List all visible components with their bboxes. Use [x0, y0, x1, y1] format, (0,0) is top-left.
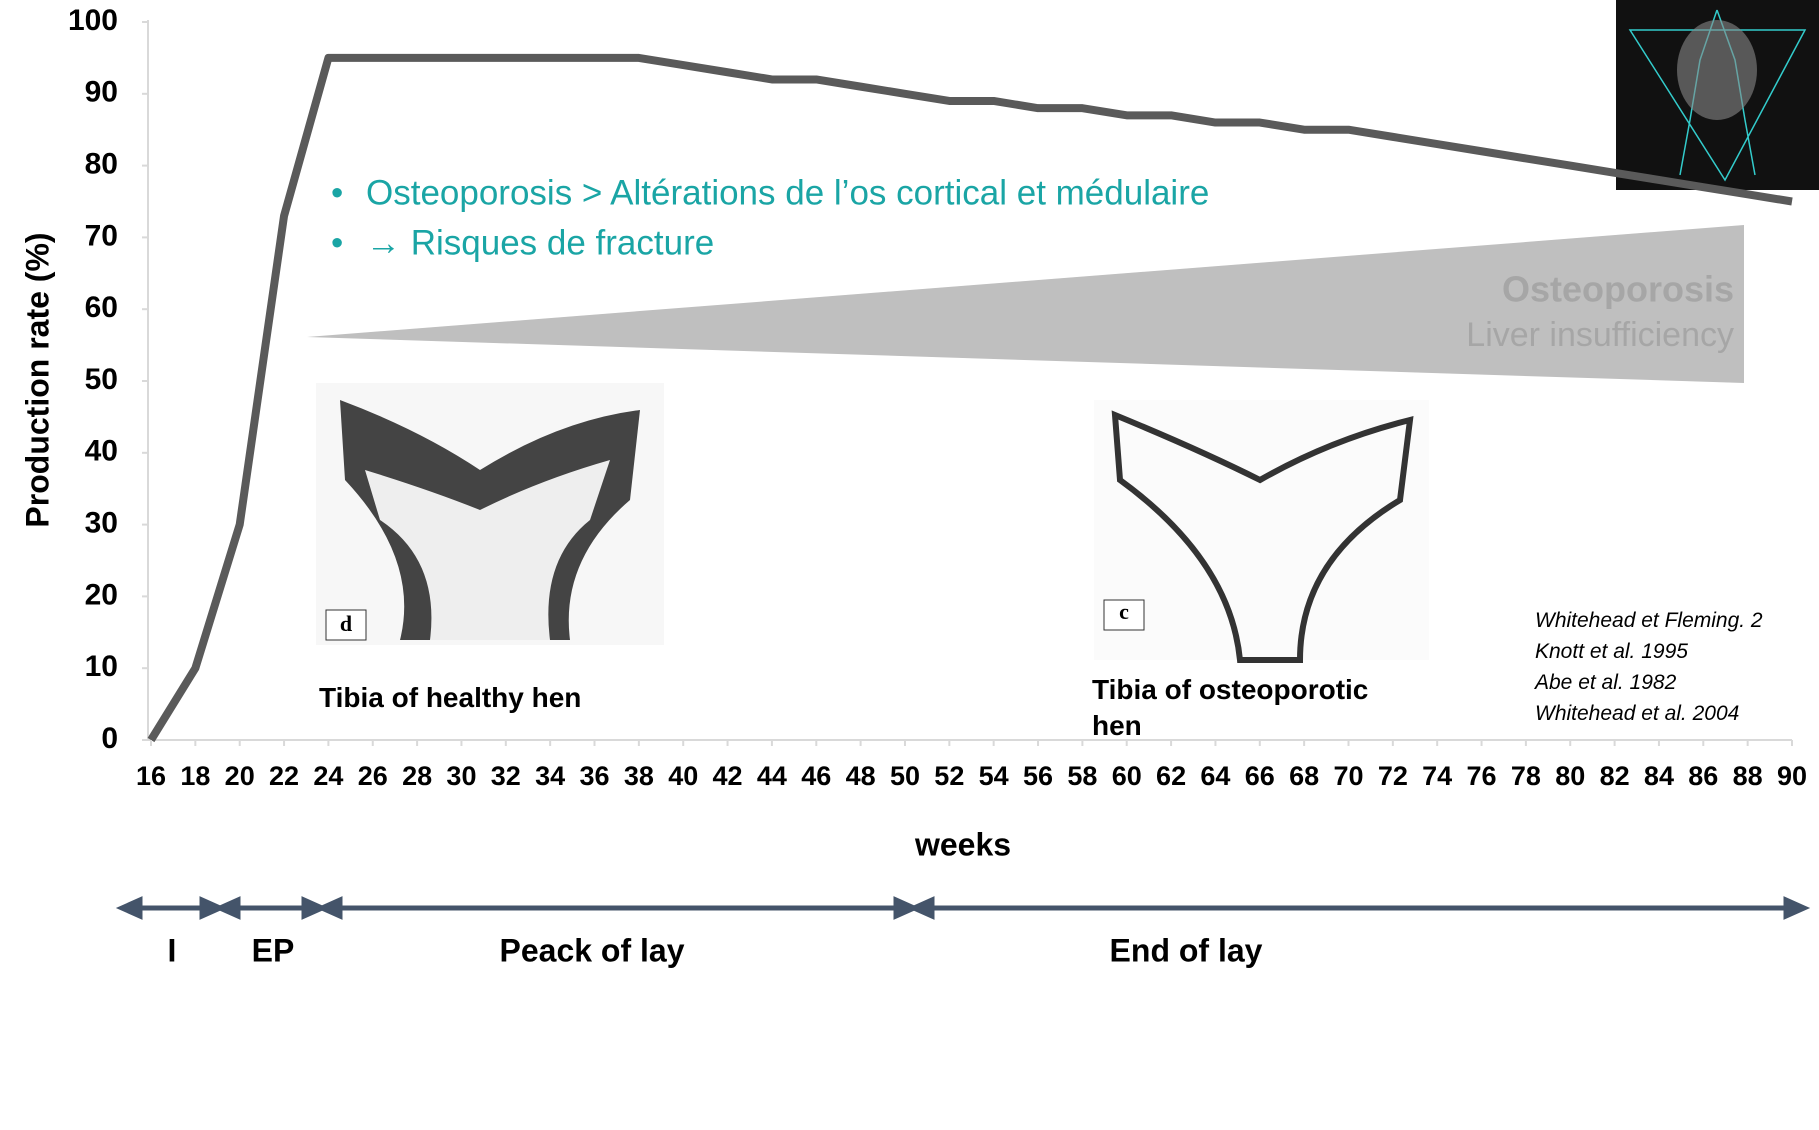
x-tick-label: 42: [713, 761, 743, 791]
x-tick-label: 24: [313, 761, 343, 791]
phase-label: EP: [252, 932, 295, 968]
phase-label: End of lay: [1110, 932, 1263, 968]
wedge-label: Osteoporosis: [1502, 269, 1734, 310]
image-caption: Tibia of osteoporotic hen: [1092, 672, 1422, 744]
x-tick-label: 56: [1023, 761, 1053, 791]
y-tick-label: 20: [85, 578, 118, 611]
x-tick-label: 16: [136, 761, 166, 791]
y-tick-label: 70: [85, 219, 118, 252]
x-tick-label: 84: [1644, 761, 1674, 791]
x-tick-label: 68: [1289, 761, 1319, 791]
phase-label: I: [168, 932, 177, 968]
y-tick-label: 100: [68, 4, 118, 37]
x-tick-label: 74: [1422, 761, 1452, 791]
image-letter: c: [1119, 599, 1129, 624]
x-tick-label: 46: [801, 761, 831, 791]
x-tick-label: 22: [269, 761, 299, 791]
x-tick-label: 64: [1200, 761, 1230, 791]
x-tick-label: 50: [890, 761, 920, 791]
healthy-tibia-image: [316, 383, 664, 645]
image-caption: Tibia of healthy hen: [319, 680, 581, 716]
x-tick-label: 48: [846, 761, 876, 791]
x-axis-title: weeks: [914, 826, 1011, 862]
phase-arrows: [122, 900, 1804, 916]
y-tick-label: 80: [85, 148, 118, 181]
x-tick-label: 90: [1777, 761, 1807, 791]
y-tick-label: 50: [85, 363, 118, 396]
x-tick-label: 62: [1156, 761, 1186, 791]
x-tick-label: 34: [535, 761, 565, 791]
x-tick-label: 80: [1555, 761, 1585, 791]
x-tick-label: 26: [358, 761, 388, 791]
x-tick-label: 58: [1067, 761, 1097, 791]
x-tick-label: 36: [579, 761, 609, 791]
reference: Abe et al. 1982: [1535, 667, 1763, 698]
y-tick-label: 60: [85, 291, 118, 324]
x-tick-label: 52: [934, 761, 964, 791]
x-tick-label: 30: [446, 761, 476, 791]
y-tick-label: 40: [85, 435, 118, 468]
chart: Production rate (%) weeks • Osteoporosis…: [0, 0, 1819, 1130]
reference: Knott et al. 1995: [1535, 636, 1763, 667]
y-tick-label: 0: [101, 722, 118, 755]
phase-label: Peack of lay: [500, 932, 685, 968]
y-tick-label: 10: [85, 650, 118, 683]
x-tick-label: 88: [1733, 761, 1763, 791]
osteoporotic-tibia-image: [1094, 400, 1429, 660]
x-tick-label: 40: [668, 761, 698, 791]
bullet-marker: •: [331, 173, 343, 212]
x-tick-label: 28: [402, 761, 432, 791]
x-tick-label: 66: [1245, 761, 1275, 791]
image-letter: d: [340, 611, 352, 636]
x-tick-label: 44: [757, 761, 787, 791]
wedge-label: Liver insufficiency: [1466, 316, 1734, 354]
bullet-marker: •: [331, 223, 343, 262]
x-tick-label: 38: [624, 761, 654, 791]
page: Production rate (%) weeks • Osteoporosis…: [0, 0, 1819, 1130]
reference: Whitehead et Fleming. 2: [1535, 605, 1763, 636]
x-tick-label: 78: [1511, 761, 1541, 791]
x-tick-label: 54: [979, 761, 1009, 791]
bullet: Osteoporosis > Altérations de l’os corti…: [366, 173, 1209, 212]
x-tick-label: 72: [1378, 761, 1408, 791]
x-tick-label: 82: [1600, 761, 1630, 791]
y-tick-label: 30: [85, 507, 118, 540]
x-tick-label: 32: [491, 761, 521, 791]
bullet: → Risques de fracture: [366, 223, 714, 262]
reference: Whitehead et al. 2004: [1535, 698, 1763, 729]
xray-body: [1677, 20, 1757, 120]
x-tick-label: 70: [1333, 761, 1363, 791]
x-tick-label: 20: [225, 761, 255, 791]
x-tick-label: 76: [1467, 761, 1497, 791]
y-tick-label: 90: [85, 76, 118, 109]
x-tick-label: 18: [180, 761, 210, 791]
x-tick-label: 60: [1112, 761, 1142, 791]
x-tick-label: 86: [1688, 761, 1718, 791]
y-axis-title: Production rate (%): [19, 232, 55, 527]
